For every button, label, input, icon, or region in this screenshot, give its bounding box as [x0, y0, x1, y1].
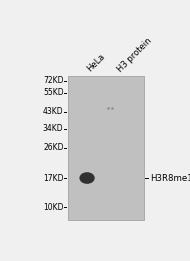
- Text: 34KD: 34KD: [43, 124, 63, 133]
- Text: 55KD: 55KD: [43, 88, 63, 97]
- Text: H3 protein: H3 protein: [115, 36, 153, 74]
- Text: 26KD: 26KD: [43, 143, 63, 152]
- Text: 43KD: 43KD: [43, 107, 63, 116]
- Text: 72KD: 72KD: [43, 76, 63, 85]
- Text: H3R8me1: H3R8me1: [150, 174, 190, 182]
- Text: 10KD: 10KD: [43, 203, 63, 212]
- Bar: [68, 75, 144, 220]
- Text: 17KD: 17KD: [43, 174, 63, 182]
- Text: HeLa: HeLa: [85, 52, 106, 74]
- Ellipse shape: [79, 172, 95, 184]
